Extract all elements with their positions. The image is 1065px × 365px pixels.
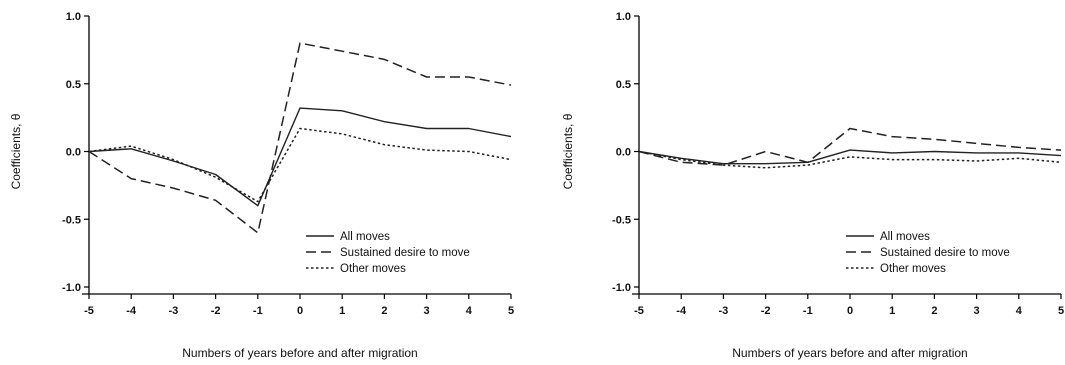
chart1-y-tick-label: 0.5 <box>66 79 81 91</box>
chart1-x-tick-label: -2 <box>211 305 221 317</box>
chart1-legend-label: Sustained desire to move <box>340 247 470 259</box>
chart2-series-all-moves <box>638 149 1062 165</box>
chart1-x-tick-label: 2 <box>381 305 387 317</box>
chart1-series-other-moves <box>88 127 512 203</box>
chart1-x-tick-label: 5 <box>508 305 514 317</box>
chart2-x-tick-label: 4 <box>1016 305 1023 317</box>
chart1-legend-label: All moves <box>340 231 390 243</box>
chart1-x-tick-label: 1 <box>339 305 345 317</box>
chart2-y-tick-label: 0.0 <box>616 147 631 159</box>
chart2-legend-label: All moves <box>880 231 930 243</box>
chart2-x-tick-label: -3 <box>719 305 729 317</box>
chart2-y-tick-label: -1.0 <box>612 282 631 294</box>
chart1-y-tick-label: 0.0 <box>66 147 81 159</box>
chart1-y-tick-label: 1.0 <box>66 11 81 23</box>
chart1-series-all-moves <box>88 107 512 207</box>
chart1-legend-label: Other moves <box>340 263 406 275</box>
chart1-y-axis-label: Coefficients, θ <box>9 113 23 189</box>
chart1-x-tick-label: -1 <box>253 305 263 317</box>
chart1-series-sustained-desire-to-move <box>88 42 512 234</box>
chart1-x-tick-label: -5 <box>84 305 94 317</box>
chart2-x-tick-label: -2 <box>761 305 771 317</box>
chart2-y-tick-label: 1.0 <box>616 11 631 23</box>
chart2-x-tick-label: 3 <box>974 305 980 317</box>
chart2-y-tick-label: 0.5 <box>616 79 631 91</box>
chart2-series-sustained-desire-to-move <box>638 127 1062 166</box>
chart2-legend-label: Other moves <box>880 263 946 275</box>
chart2-legend-label: Sustained desire to move <box>880 247 1010 259</box>
chart1-x-tick-label: 3 <box>424 305 430 317</box>
chart2-x-tick-label: -1 <box>803 305 813 317</box>
chart2-x-tick-label: 5 <box>1058 305 1064 317</box>
chart2-x-tick-label: -4 <box>676 305 687 317</box>
chart1-x-tick-label: 0 <box>297 305 303 317</box>
chart1-x-tick-label: -3 <box>169 305 179 317</box>
chart2-y-axis-label: Coefficients, θ <box>561 113 575 189</box>
chart2-series-other-moves <box>638 150 1062 169</box>
chart2-x-axis-label: Numbers of years before and after migrat… <box>732 346 967 360</box>
chart1-y-tick-label: -1.0 <box>62 282 81 294</box>
chart1-x-tick-label: 4 <box>466 305 473 317</box>
chart1-x-axis-label: Numbers of years before and after migrat… <box>182 346 417 360</box>
chart2-y-tick-label: -0.5 <box>612 214 631 226</box>
chart2-x-tick-label: 2 <box>931 305 937 317</box>
chart1-x-tick-label: -4 <box>126 305 137 317</box>
chart2-x-tick-label: 0 <box>847 305 853 317</box>
chart2-x-tick-label: 1 <box>889 305 895 317</box>
chart1-y-tick-label: -0.5 <box>62 214 81 226</box>
chart2-x-tick-label: -5 <box>634 305 644 317</box>
